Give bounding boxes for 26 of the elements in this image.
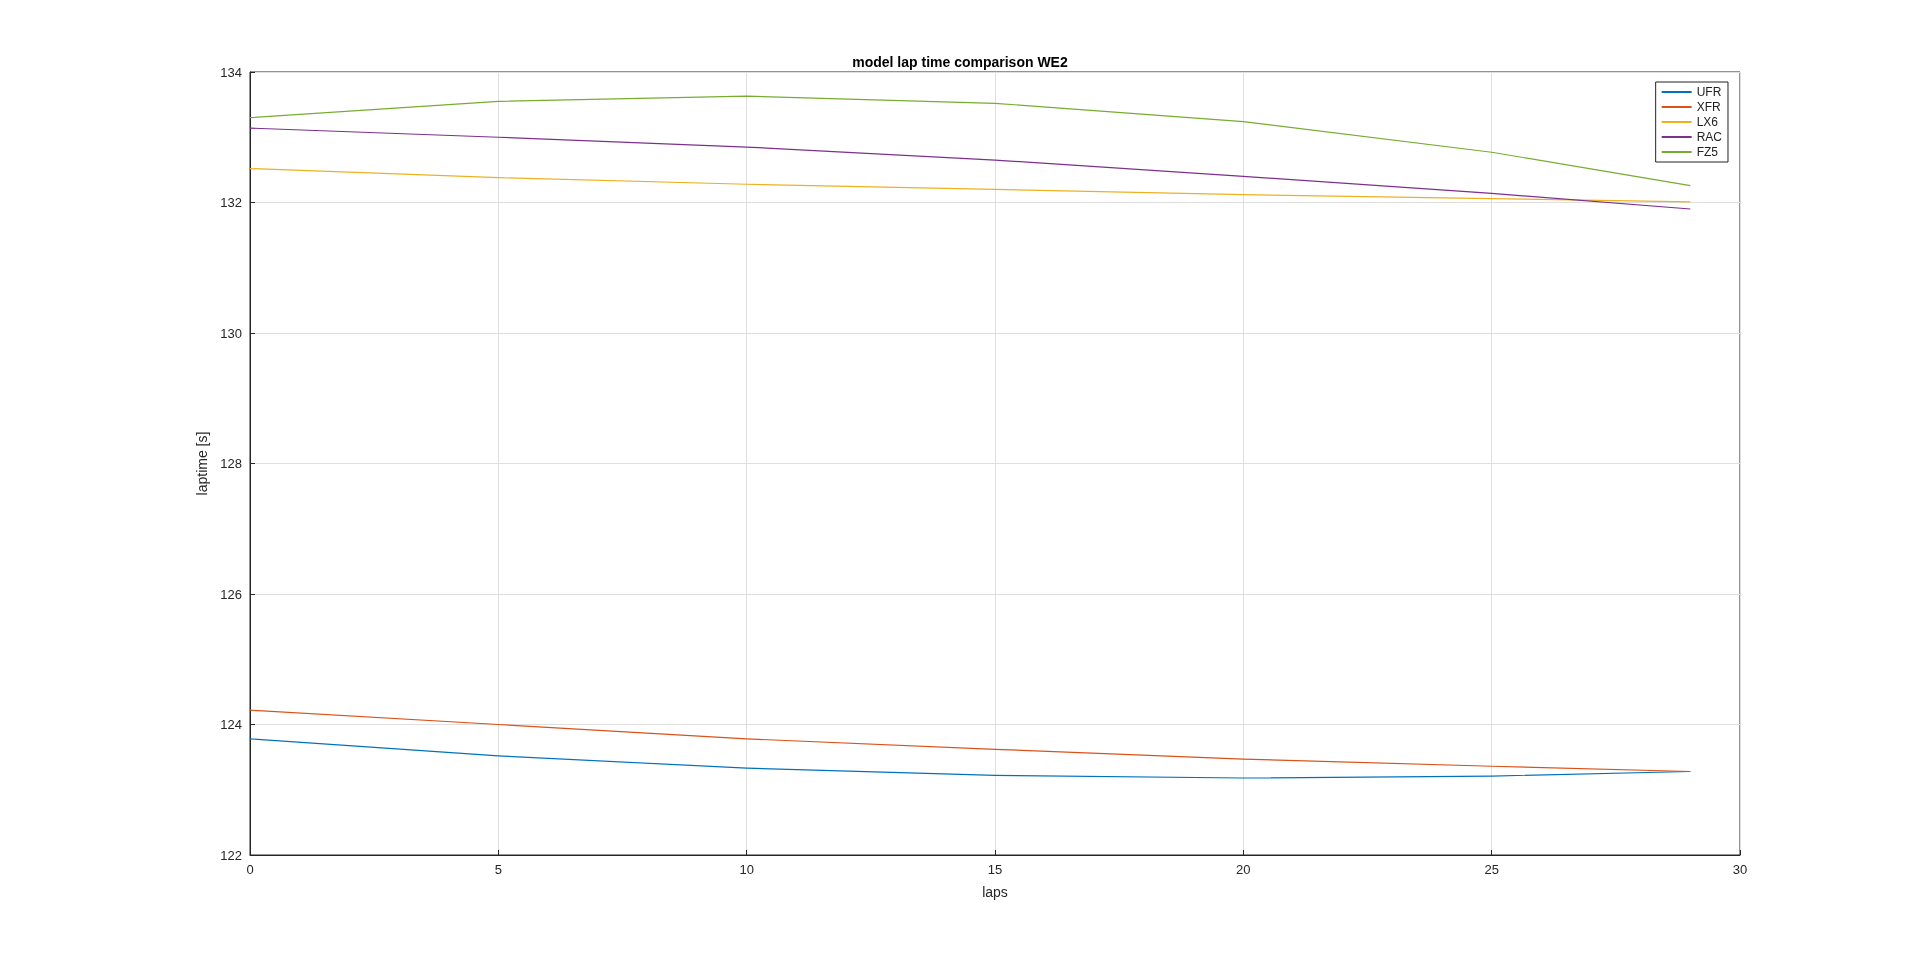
y-tick-label: 130 bbox=[220, 325, 242, 341]
x-tick-label: 5 bbox=[494, 862, 502, 877]
legend-label: FZ5 bbox=[1696, 145, 1719, 159]
legend-label: LX6 bbox=[1696, 115, 1719, 129]
line-series bbox=[249, 127, 1691, 210]
y-tick-label: 122 bbox=[220, 847, 242, 863]
y-tick-label: 132 bbox=[220, 195, 242, 210]
x-axis-title: laps bbox=[982, 884, 1008, 900]
x-tick-label: 15 bbox=[987, 862, 1003, 877]
y-axis-title: laptime [s] bbox=[194, 431, 211, 496]
legend-label: XFR bbox=[1696, 100, 1721, 114]
x-tick-label: 0 bbox=[246, 862, 254, 877]
line-series bbox=[249, 167, 1691, 203]
line-series bbox=[249, 709, 1691, 773]
y-tick-label: 134 bbox=[220, 64, 242, 80]
chart-title: model lap time comparison WE2 bbox=[852, 54, 1068, 70]
legend-label: UFR bbox=[1696, 85, 1722, 99]
line-series bbox=[249, 95, 1691, 187]
legend-label: RAC bbox=[1696, 130, 1723, 144]
y-tick-label: 128 bbox=[220, 456, 242, 471]
x-tick-label: 20 bbox=[1236, 862, 1251, 877]
y-tick-label: 126 bbox=[220, 586, 242, 602]
x-tick-label: 30 bbox=[1732, 862, 1748, 877]
x-tick-label: 25 bbox=[1484, 862, 1499, 877]
x-tick-label: 10 bbox=[739, 862, 754, 877]
y-tick-label: 124 bbox=[220, 717, 242, 732]
